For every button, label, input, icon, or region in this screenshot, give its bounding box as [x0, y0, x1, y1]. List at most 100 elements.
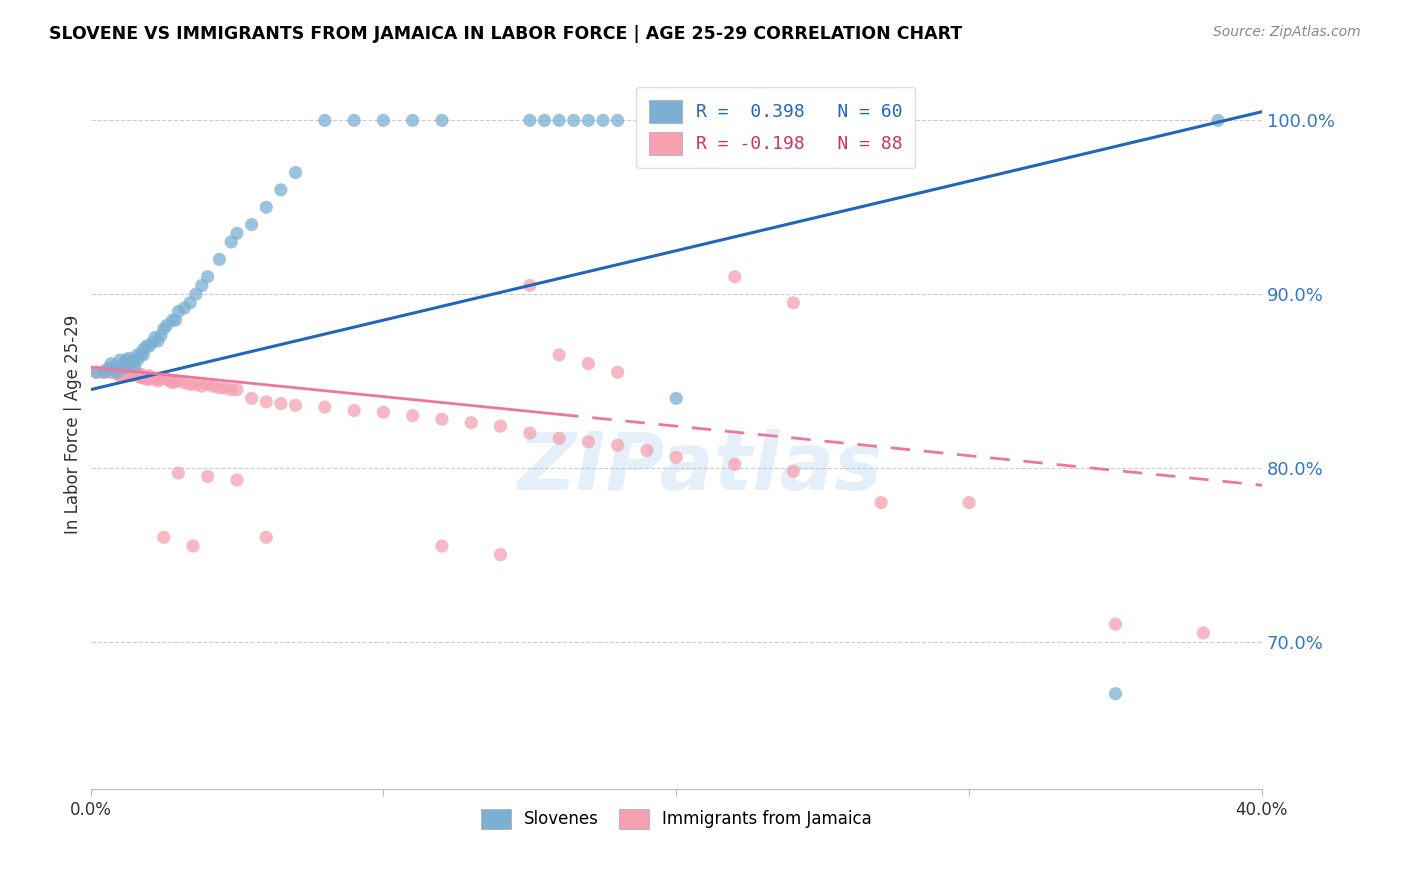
Point	[97, 363, 120, 377]
Point	[162, 313, 184, 327]
Point	[121, 365, 143, 379]
Point	[86, 365, 108, 379]
Point	[165, 374, 187, 388]
Point	[111, 363, 134, 377]
Point	[270, 396, 292, 410]
Point	[100, 357, 122, 371]
Point	[156, 318, 179, 333]
Point	[519, 426, 541, 441]
Point	[94, 363, 117, 377]
Point	[430, 539, 453, 553]
Point	[226, 473, 249, 487]
Point	[226, 383, 249, 397]
Point	[254, 394, 277, 409]
Point	[184, 377, 207, 392]
Point	[117, 363, 139, 377]
Point	[152, 530, 174, 544]
Point	[219, 383, 242, 397]
Point	[519, 278, 541, 293]
Point	[184, 287, 207, 301]
Point	[179, 295, 201, 310]
Point	[114, 360, 136, 375]
Point	[219, 235, 242, 249]
Point	[143, 372, 166, 386]
Point	[167, 466, 190, 480]
Y-axis label: In Labor Force | Age 25-29: In Labor Force | Age 25-29	[65, 315, 82, 534]
Point	[1104, 617, 1126, 632]
Point	[957, 495, 980, 509]
Point	[127, 353, 149, 368]
Point	[636, 443, 658, 458]
Point	[197, 377, 219, 392]
Point	[127, 348, 149, 362]
Point	[314, 400, 336, 414]
Point	[576, 434, 599, 449]
Point	[156, 372, 179, 386]
Point	[254, 200, 277, 214]
Text: ZIPatlas: ZIPatlas	[517, 429, 882, 508]
Point	[402, 113, 425, 128]
Point	[489, 548, 512, 562]
Point	[124, 365, 146, 379]
Point	[138, 372, 160, 386]
Point	[724, 269, 747, 284]
Point	[1206, 113, 1229, 128]
Point	[132, 370, 155, 384]
Point	[489, 419, 512, 434]
Point	[430, 113, 453, 128]
Point	[167, 304, 190, 318]
Point	[114, 353, 136, 368]
Point	[533, 113, 555, 128]
Point	[782, 295, 804, 310]
Point	[132, 343, 155, 357]
Point	[138, 339, 160, 353]
Point	[606, 438, 628, 452]
Point	[132, 348, 155, 362]
Point	[114, 368, 136, 383]
Point	[173, 376, 195, 390]
Point	[724, 458, 747, 472]
Point	[146, 374, 169, 388]
Point	[141, 370, 163, 384]
Point	[782, 464, 804, 478]
Point	[135, 339, 157, 353]
Point	[111, 367, 134, 381]
Point	[108, 360, 131, 375]
Point	[141, 335, 163, 350]
Point	[103, 365, 125, 379]
Point	[103, 363, 125, 377]
Point	[202, 379, 225, 393]
Point	[373, 405, 395, 419]
Point	[1104, 687, 1126, 701]
Point	[114, 365, 136, 379]
Point	[191, 379, 214, 393]
Point	[105, 367, 128, 381]
Point	[100, 361, 122, 376]
Point	[284, 165, 307, 179]
Point	[373, 113, 395, 128]
Point	[86, 365, 108, 379]
Point	[108, 363, 131, 377]
Point	[129, 348, 152, 362]
Point	[191, 278, 214, 293]
Point	[165, 313, 187, 327]
Point	[129, 370, 152, 384]
Point	[121, 368, 143, 383]
Point	[138, 368, 160, 383]
Point	[254, 530, 277, 544]
Point	[724, 113, 747, 128]
Point	[519, 113, 541, 128]
Point	[402, 409, 425, 423]
Point	[152, 322, 174, 336]
Point	[1192, 625, 1215, 640]
Point	[100, 365, 122, 379]
Point	[111, 357, 134, 371]
Point	[149, 372, 172, 386]
Point	[208, 381, 231, 395]
Point	[343, 403, 366, 417]
Point	[127, 367, 149, 381]
Point	[606, 365, 628, 379]
Point	[108, 368, 131, 383]
Point	[460, 416, 482, 430]
Point	[197, 469, 219, 483]
